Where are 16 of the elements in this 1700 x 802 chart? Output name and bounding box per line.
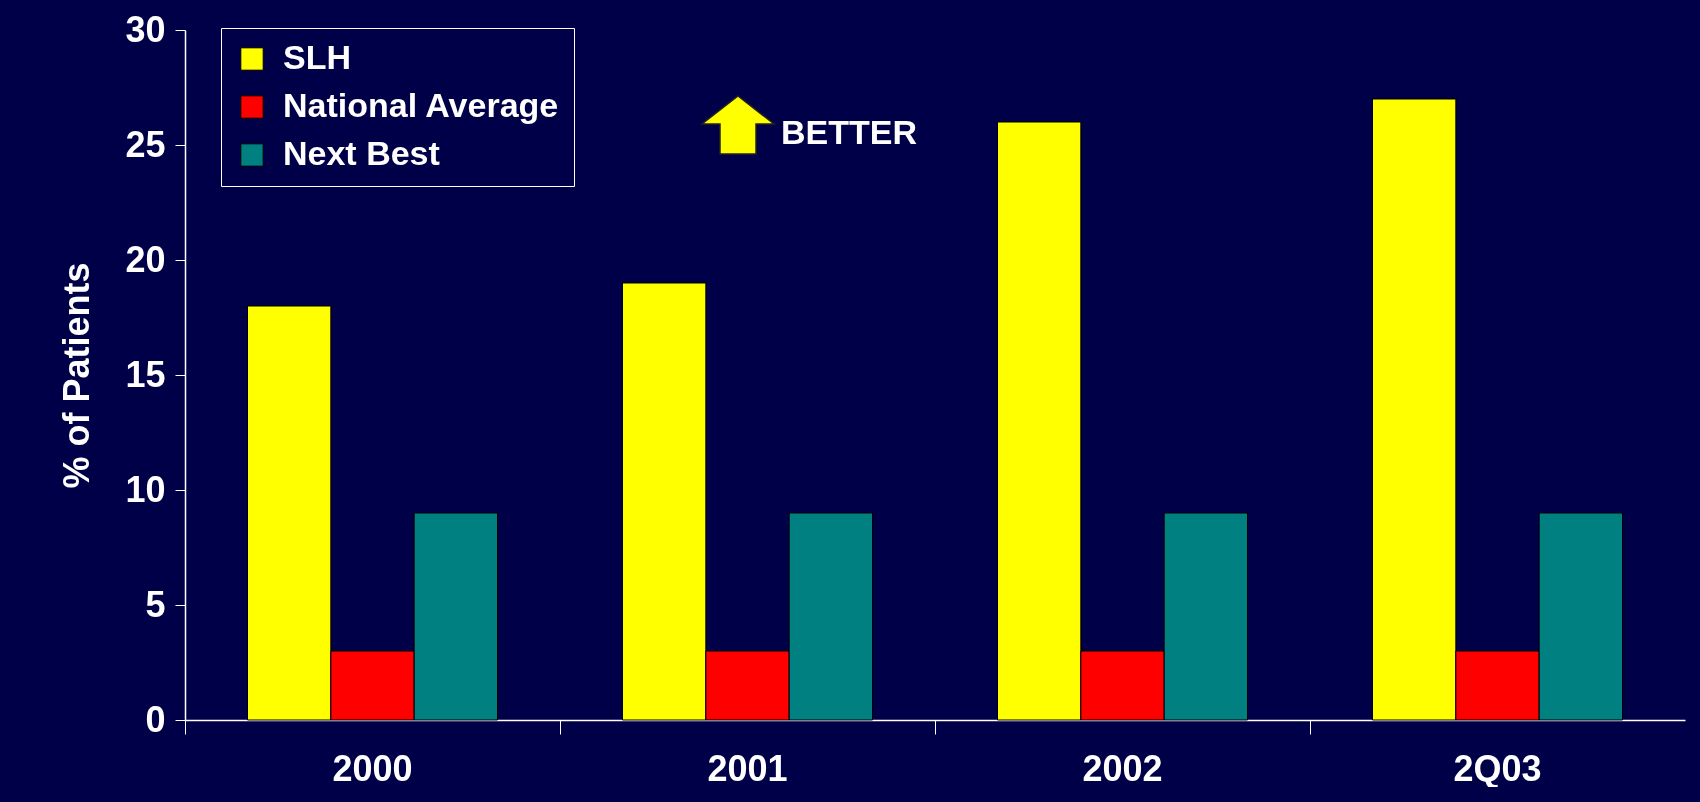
y-tick-label: 30 [125,8,166,50]
y-axis-title: % of Patients [56,262,98,489]
legend-label: Next Best [283,134,440,172]
y-tick-label: 15 [125,353,166,395]
y-tick-label: 25 [125,123,166,165]
x-tick-label: 2001 [707,747,788,789]
y-tick-label: 0 [145,698,166,740]
x-tick-label: 2002 [1082,747,1163,789]
legend-label: SLH [283,38,351,76]
legend-label: National Average [283,86,559,124]
y-tick-label: 20 [125,238,166,280]
y-tick-label: 10 [125,468,166,510]
y-tick-label: 5 [145,583,166,625]
x-tick-label: 2000 [332,747,413,789]
annotation: BETTER [781,113,917,151]
x-tick-label: 2Q03 [1453,747,1542,789]
